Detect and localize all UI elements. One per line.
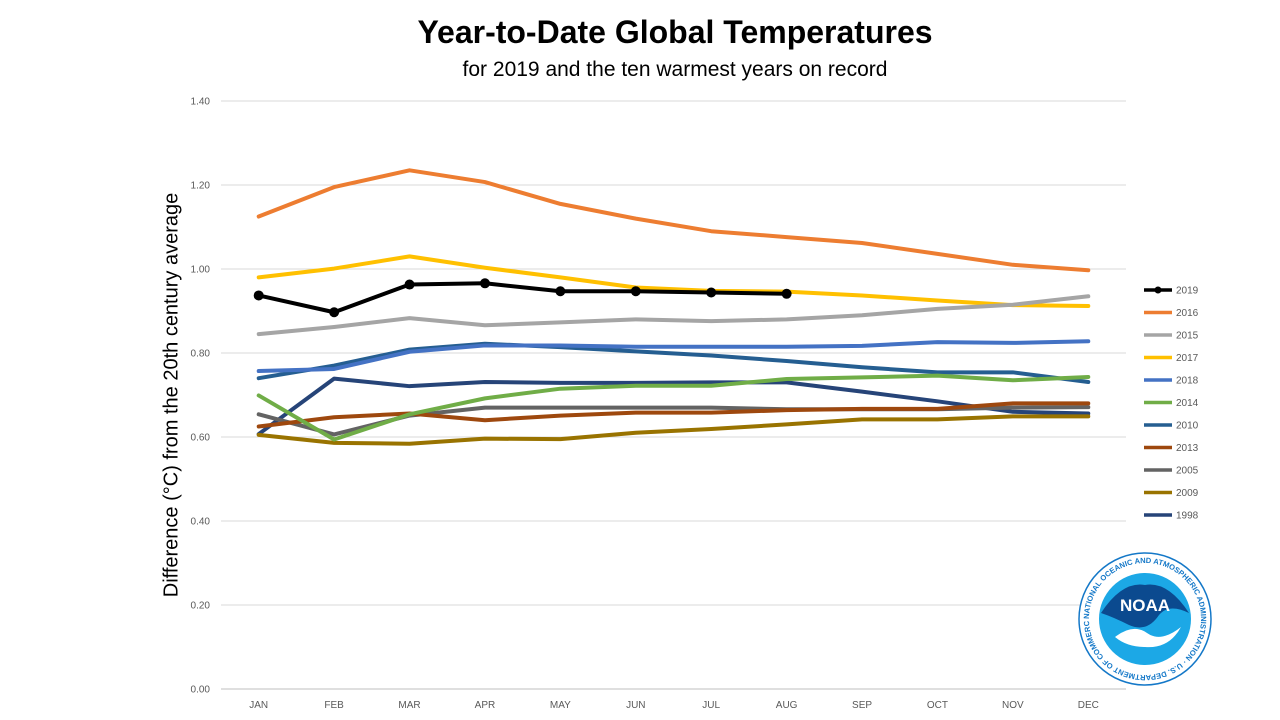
series-line-2010 — [256, 341, 1091, 384]
series-line-2018 — [256, 339, 1091, 374]
y-tick-label: 1.40 — [191, 97, 211, 108]
legend-marker-2019 — [1154, 286, 1162, 294]
series-point-2019 — [329, 307, 340, 318]
chart-title: Year-to-Date Global Temperatures — [417, 14, 933, 50]
x-tick-label: SEP — [852, 700, 872, 711]
y-tick-label: 0.60 — [191, 433, 211, 444]
series-point-2019 — [404, 279, 415, 290]
series-line-1998 — [256, 376, 1091, 437]
legend-label-2019: 2019 — [1176, 286, 1199, 297]
x-tick-label: OCT — [927, 700, 948, 711]
logo-text: NOAA — [1120, 596, 1170, 615]
y-tick-label: 1.20 — [191, 181, 211, 192]
legend-label-1998: 1998 — [1176, 511, 1199, 522]
series-point-2019 — [781, 288, 792, 299]
legend-label-2016: 2016 — [1176, 308, 1199, 319]
x-tick-label: JUN — [626, 700, 645, 711]
series-lines — [253, 168, 1091, 446]
x-tick-label: JAN — [249, 700, 268, 711]
series-point-2019 — [706, 287, 717, 298]
legend-label-2010: 2010 — [1176, 421, 1199, 432]
series-line-2013 — [256, 401, 1091, 429]
y-tick-label: 0.20 — [191, 601, 211, 612]
series-line-2015 — [256, 294, 1091, 337]
y-tick-label: 0.80 — [191, 349, 211, 360]
y-tick-label: 1.00 — [191, 265, 211, 276]
series-line-2019 — [256, 281, 789, 315]
series-line-2017 — [256, 254, 1091, 308]
chart-subtitle: for 2019 and the ten warmest years on re… — [462, 58, 888, 81]
series-point-2019 — [555, 286, 566, 297]
y-tick-label: 0.40 — [191, 517, 211, 528]
x-tick-label: JUL — [702, 700, 720, 711]
legend: 2019 2016 2015 2017 2018 2014 2010 2013 2005 2009… — [1144, 286, 1199, 522]
series-point-2019 — [630, 286, 641, 297]
series-point-2019 — [253, 290, 264, 301]
series-line-2014 — [256, 373, 1091, 442]
noaa-logo: NATIONAL OCEANIC AND ATMOSPHERIC ADMINIS… — [1077, 551, 1212, 686]
x-tick-label: FEB — [324, 700, 344, 711]
x-tick-label: AUG — [776, 700, 798, 711]
y-tick-label: 0.00 — [191, 685, 211, 696]
legend-label-2015: 2015 — [1176, 331, 1199, 342]
x-tick-labels: JAN FEB MAR APR MAY JUN JUL AUG SEP OCT NOV DEC — [249, 700, 1099, 711]
series-point-2019 — [479, 278, 490, 289]
x-tick-label: APR — [475, 700, 496, 711]
legend-label-2018: 2018 — [1176, 376, 1199, 387]
x-tick-label: NOV — [1002, 700, 1024, 711]
legend-label-2017: 2017 — [1176, 353, 1199, 364]
x-tick-label: MAR — [398, 700, 420, 711]
y-tick-labels: 0.00 0.20 0.40 0.60 0.80 1.00 1.20 1.40 — [191, 97, 211, 696]
gridlines — [221, 100, 1126, 690]
x-tick-label: DEC — [1078, 700, 1099, 711]
series-line-2009 — [256, 414, 1091, 446]
legend-label-2009: 2009 — [1176, 488, 1199, 499]
series-line-2016 — [256, 168, 1091, 273]
legend-label-2013: 2013 — [1176, 443, 1199, 454]
legend-label-2005: 2005 — [1176, 466, 1199, 477]
legend-label-2014: 2014 — [1176, 398, 1199, 409]
x-tick-label: MAY — [550, 700, 571, 711]
